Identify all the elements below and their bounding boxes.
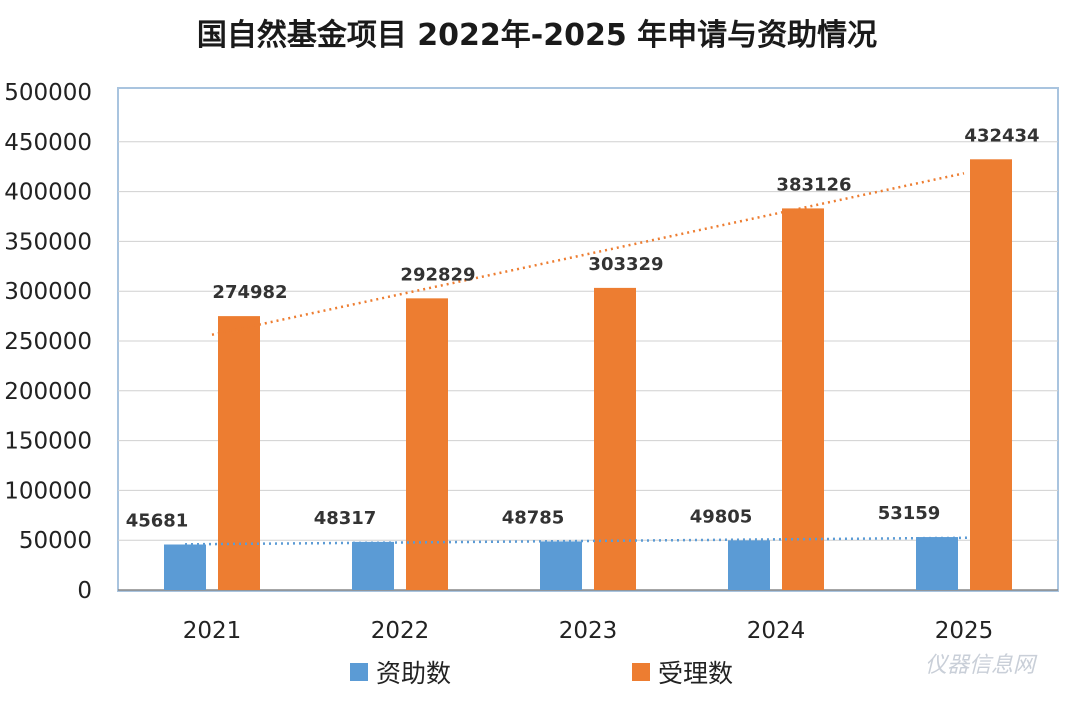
data-label: 274982: [212, 282, 287, 303]
x-tick-label: 2024: [747, 618, 806, 644]
bar-accepted-2022: [406, 298, 448, 590]
y-tick-label: 350000: [4, 229, 92, 255]
legend-swatch: [632, 663, 650, 681]
bars: [164, 159, 1012, 591]
watermark: 仪器信息网: [925, 653, 1038, 678]
legend-swatch: [350, 663, 368, 681]
y-tick-label: 150000: [4, 429, 92, 455]
grid: [118, 141, 1058, 591]
trendline-accepted: [211, 172, 965, 336]
y-tick-label: 450000: [4, 130, 92, 156]
y-tick-label: 300000: [4, 279, 92, 305]
plot-frame: [117, 87, 1059, 592]
x-tick-label: 2021: [183, 618, 242, 644]
bar-accepted-2024: [782, 208, 824, 591]
x-tick-label: 2025: [935, 618, 994, 644]
data-label: 53159: [878, 503, 941, 524]
legend-label: 受理数: [658, 659, 733, 688]
bar-funded-2024: [728, 540, 770, 590]
x-tick-label: 2023: [559, 618, 618, 644]
data-label: 383126: [776, 174, 851, 195]
data-label: 292829: [400, 264, 475, 285]
data-labels: 45681 274982 48317 292829 48785 303329 49805 38…: [126, 125, 1040, 531]
chart-title: 国自然基金项目 2022年-2025 年申请与资助情况: [197, 18, 877, 53]
legend: 资助数 受理数: [350, 659, 733, 688]
bar-funded-2025: [916, 537, 958, 590]
bar-accepted-2025: [970, 159, 1012, 591]
bar-funded-2022: [352, 541, 394, 590]
y-tick-label: 0: [77, 578, 92, 604]
bar-accepted-2021: [218, 316, 260, 590]
data-label: 49805: [690, 506, 753, 527]
bar-funded-2021: [164, 544, 206, 590]
y-tick-label: 100000: [4, 478, 92, 504]
x-axis: 2021 2022 2023 2024 2025: [183, 618, 994, 644]
y-tick-label: 250000: [4, 329, 92, 355]
y-tick-label: 500000: [4, 80, 92, 106]
legend-label: 资助数: [376, 659, 451, 688]
bar-funded-2023: [540, 541, 582, 590]
data-label: 303329: [588, 254, 663, 275]
data-label: 432434: [964, 125, 1039, 146]
bar-accepted-2023: [594, 287, 636, 590]
x-tick-label: 2022: [371, 618, 430, 644]
data-label: 48317: [314, 508, 377, 529]
y-axis: 0 50000 100000 150000 200000 250000 300000 3500…: [4, 80, 92, 604]
trendlines: [184, 172, 970, 546]
data-label: 48785: [502, 507, 565, 528]
y-tick-label: 400000: [4, 180, 92, 206]
y-tick-label: 50000: [19, 528, 92, 554]
y-tick-label: 200000: [4, 379, 92, 405]
data-label: 45681: [126, 511, 189, 532]
